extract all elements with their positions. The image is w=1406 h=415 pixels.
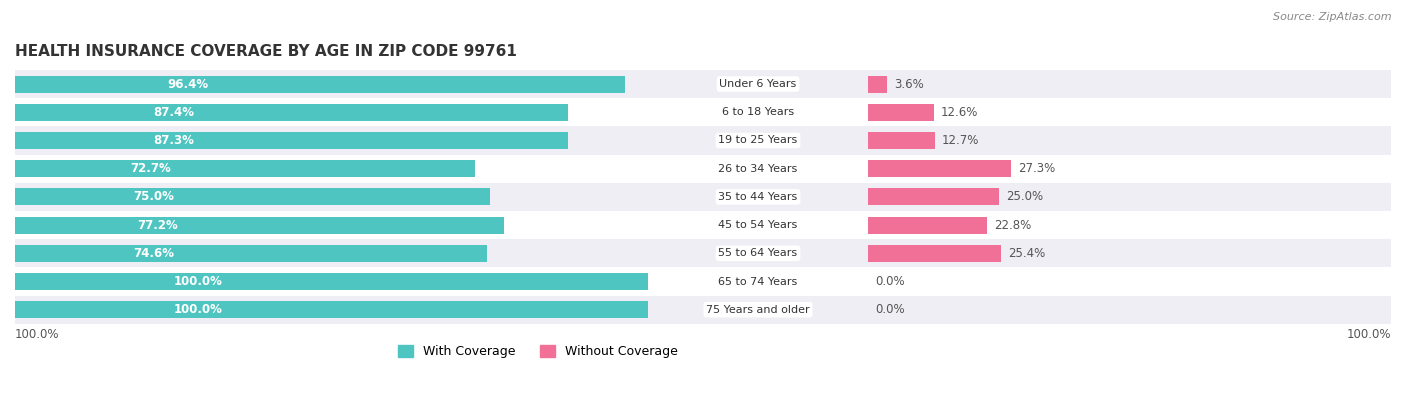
- Text: HEALTH INSURANCE COVERAGE BY AGE IN ZIP CODE 99761: HEALTH INSURANCE COVERAGE BY AGE IN ZIP …: [15, 44, 517, 59]
- Text: 100.0%: 100.0%: [173, 275, 222, 288]
- Text: 72.7%: 72.7%: [129, 162, 170, 175]
- Text: 75.0%: 75.0%: [134, 190, 174, 203]
- Bar: [868, 104, 934, 121]
- Bar: [15, 188, 489, 205]
- Text: 12.7%: 12.7%: [942, 134, 979, 147]
- Bar: [15, 98, 1391, 126]
- Text: 25.0%: 25.0%: [1005, 190, 1043, 203]
- Text: 100.0%: 100.0%: [1347, 328, 1391, 341]
- Text: 35 to 44 Years: 35 to 44 Years: [718, 192, 797, 202]
- Text: 27.3%: 27.3%: [1018, 162, 1054, 175]
- Text: 25.4%: 25.4%: [1008, 247, 1045, 260]
- Bar: [15, 132, 568, 149]
- Bar: [868, 132, 935, 149]
- Bar: [868, 160, 1011, 177]
- Text: 65 to 74 Years: 65 to 74 Years: [718, 276, 797, 286]
- Text: Under 6 Years: Under 6 Years: [720, 79, 797, 89]
- Bar: [15, 104, 568, 121]
- Text: 74.6%: 74.6%: [134, 247, 174, 260]
- Text: 0.0%: 0.0%: [875, 303, 904, 316]
- Text: 22.8%: 22.8%: [994, 219, 1032, 232]
- Bar: [15, 273, 648, 290]
- Text: 55 to 64 Years: 55 to 64 Years: [718, 248, 797, 258]
- Text: Source: ZipAtlas.com: Source: ZipAtlas.com: [1274, 12, 1392, 22]
- Bar: [15, 295, 1391, 324]
- Text: 100.0%: 100.0%: [15, 328, 59, 341]
- Text: 3.6%: 3.6%: [894, 78, 924, 90]
- Bar: [15, 126, 1391, 154]
- Text: 87.4%: 87.4%: [153, 106, 194, 119]
- Bar: [15, 217, 503, 234]
- Text: 19 to 25 Years: 19 to 25 Years: [718, 135, 797, 146]
- Text: 77.2%: 77.2%: [138, 219, 179, 232]
- Bar: [868, 245, 1001, 262]
- Text: 12.6%: 12.6%: [941, 106, 979, 119]
- Bar: [15, 183, 1391, 211]
- Text: 75 Years and older: 75 Years and older: [706, 305, 810, 315]
- Bar: [15, 211, 1391, 239]
- Bar: [15, 245, 488, 262]
- Text: 26 to 34 Years: 26 to 34 Years: [718, 164, 797, 173]
- Text: 100.0%: 100.0%: [173, 303, 222, 316]
- Text: 45 to 54 Years: 45 to 54 Years: [718, 220, 797, 230]
- Bar: [15, 160, 475, 177]
- Bar: [868, 76, 887, 93]
- Bar: [15, 267, 1391, 295]
- Bar: [15, 76, 626, 93]
- Bar: [868, 188, 998, 205]
- Text: 6 to 18 Years: 6 to 18 Years: [721, 107, 794, 117]
- Bar: [15, 239, 1391, 267]
- Text: 87.3%: 87.3%: [153, 134, 194, 147]
- Text: 0.0%: 0.0%: [875, 275, 904, 288]
- Bar: [868, 217, 987, 234]
- Bar: [15, 301, 648, 318]
- Text: 96.4%: 96.4%: [167, 78, 208, 90]
- Bar: [15, 70, 1391, 98]
- Legend: With Coverage, Without Coverage: With Coverage, Without Coverage: [392, 340, 683, 363]
- Bar: [15, 154, 1391, 183]
